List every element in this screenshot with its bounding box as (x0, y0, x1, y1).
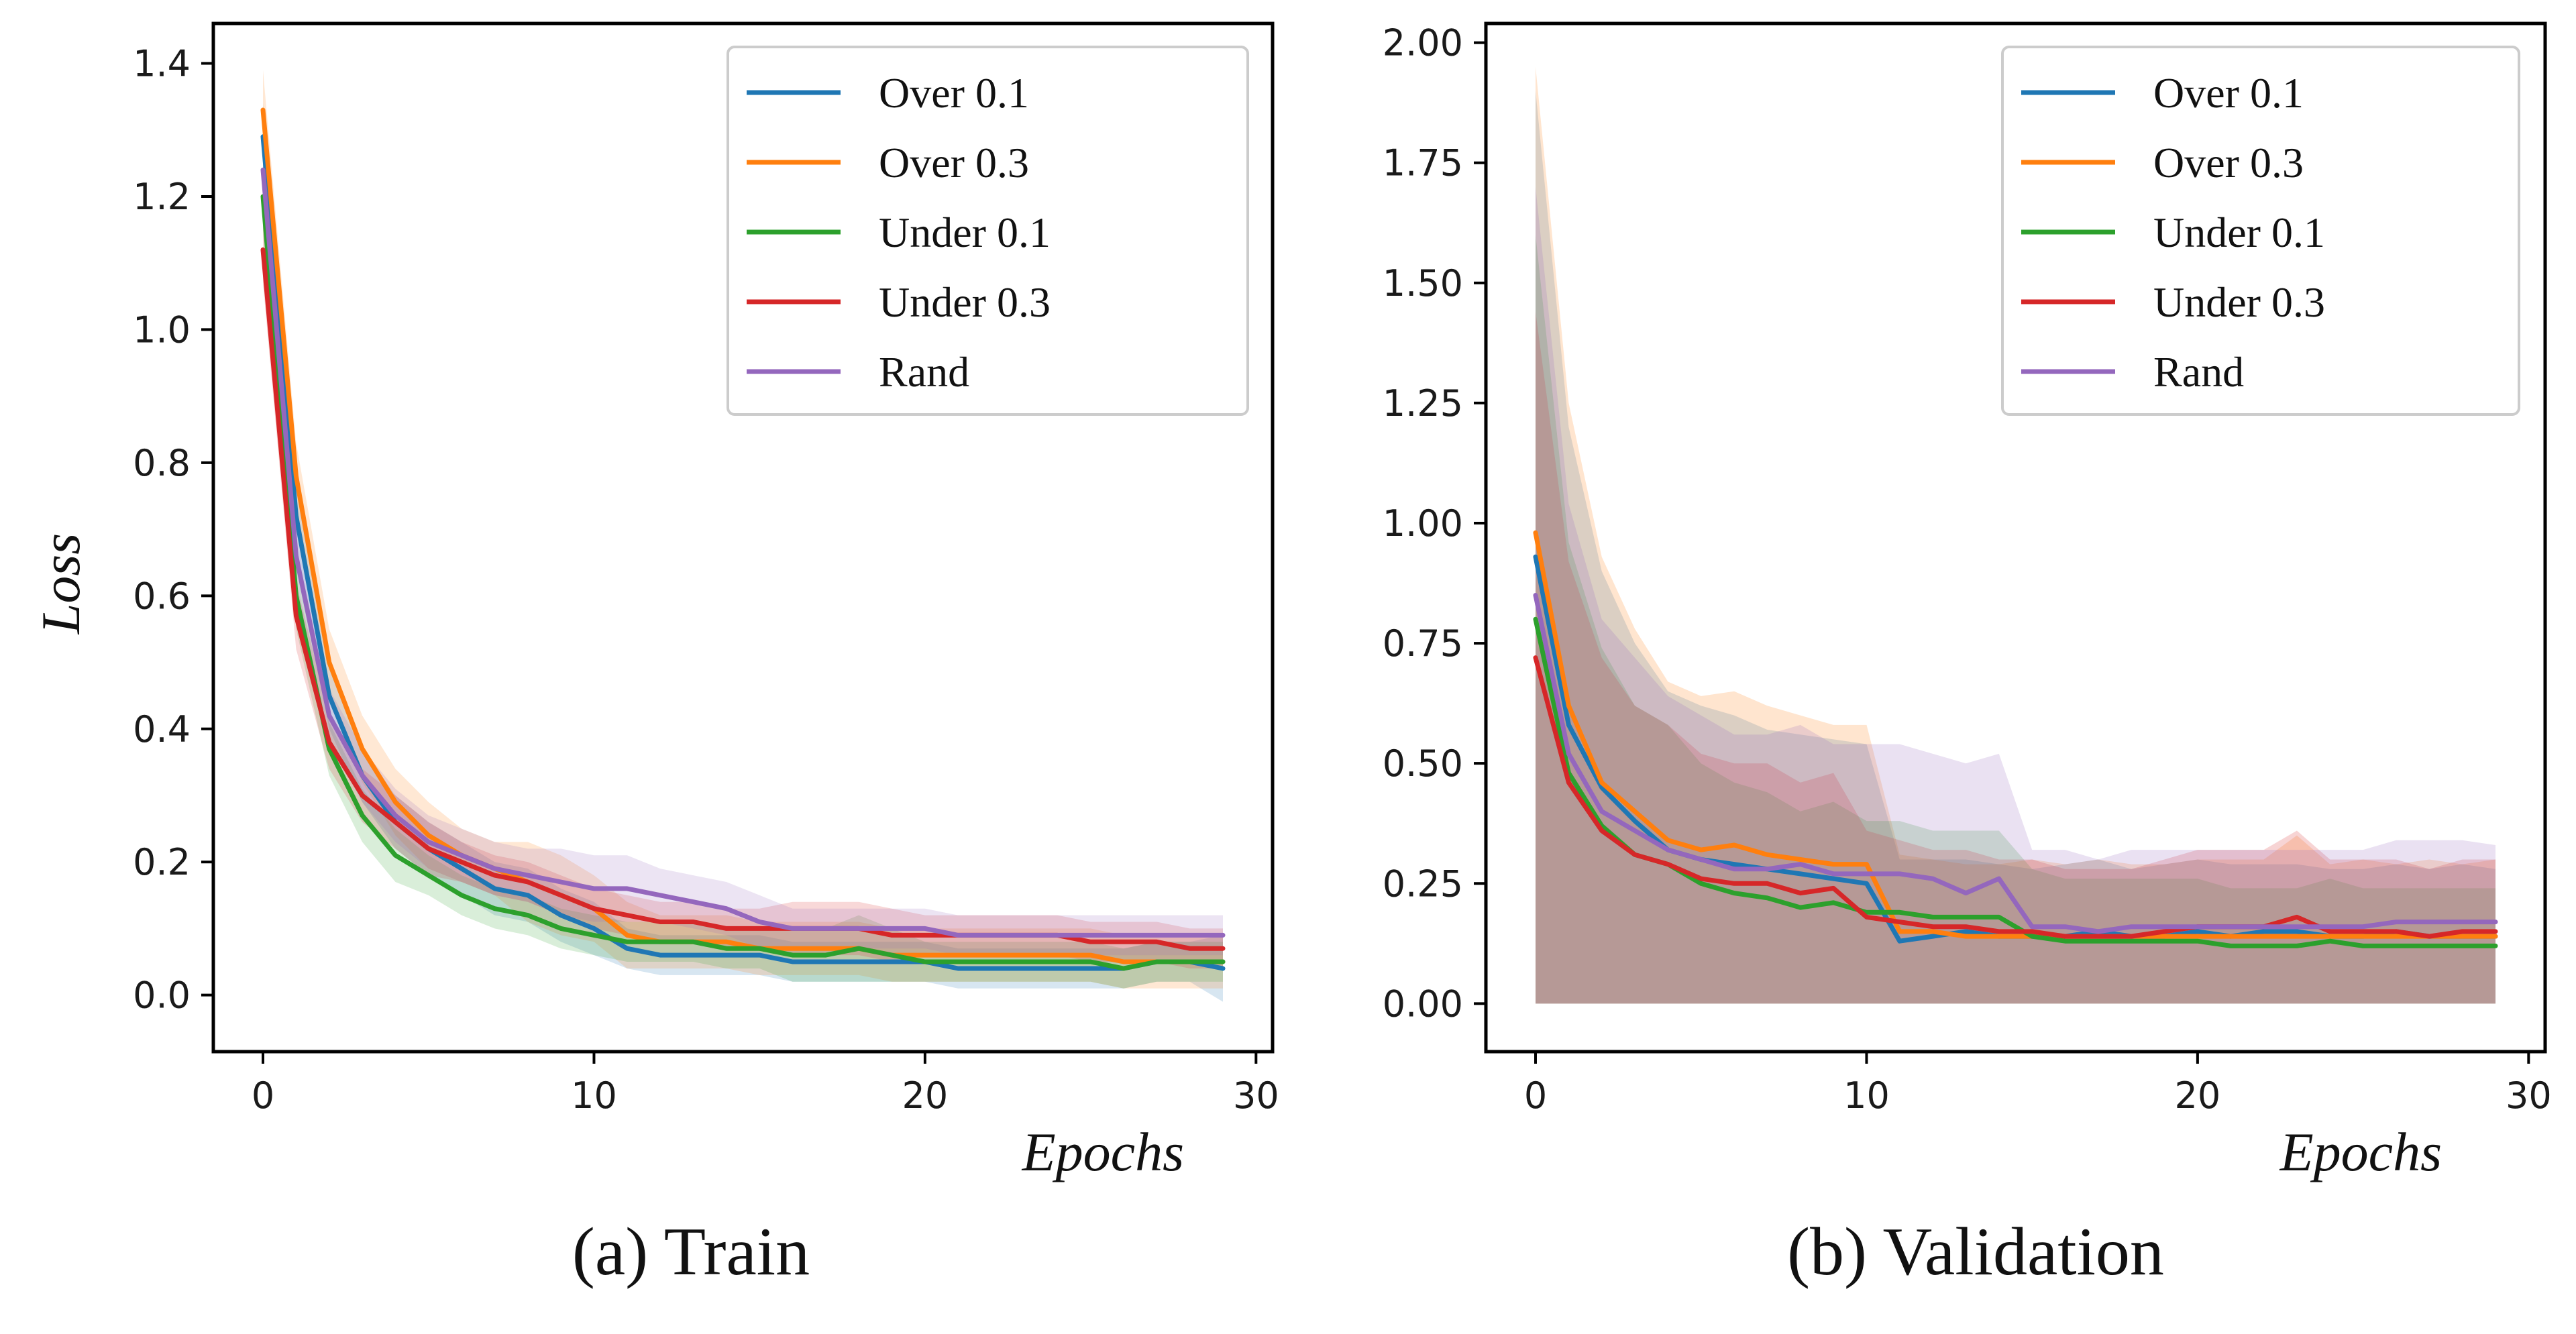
validation-y-tick-label: 0.00 (1383, 983, 1463, 1025)
validation-y-tick-label: 1.25 (1383, 382, 1463, 425)
validation-y-tick-label: 0.25 (1383, 863, 1463, 905)
validation-legend-box (2001, 46, 2520, 416)
validation-band-under-0-1 (1536, 235, 2496, 1004)
train-x-tick-label: 10 (571, 1074, 617, 1117)
train-y-axis-label: Loss (30, 533, 91, 634)
train-line-over-0-3 (260, 107, 1226, 964)
train-y-tick-label: 1.4 (133, 43, 191, 85)
validation-y-tick-label: 2.00 (1383, 22, 1463, 64)
train-y-tick-label: 1.0 (133, 309, 191, 351)
train-legend-label-under-0-3: Under 0.3 (879, 278, 1051, 326)
validation-y-tick-label: 0.75 (1383, 622, 1463, 665)
train-line-under-0-1 (260, 194, 1226, 971)
train-y-tick-label: 0.2 (133, 841, 191, 883)
train-y-tick-label: 0.4 (133, 708, 191, 751)
validation-legend-label-under-0-1: Under 0.1 (2153, 209, 2325, 256)
validation-band-over-0-3 (1536, 66, 2496, 1004)
validation-y-tick-label: 1.75 (1383, 142, 1463, 184)
validation-band-rand (1536, 186, 2496, 1004)
validation-caption: (b) Validation (1787, 1214, 2164, 1290)
train-y-tick-label: 0.6 (133, 575, 191, 617)
validation-legend: Over 0.1 Over 0.3 Under 0.1 Under 0.3 Rand (2001, 46, 2520, 416)
train-legend-label-rand: Rand (879, 348, 969, 396)
train-x-axis-label: Epochs (1022, 1121, 1184, 1182)
validation-legend-label-over-0-1: Over 0.1 (2153, 69, 2304, 117)
train-x-tick-label: 0 (252, 1074, 274, 1117)
validation-line-rand (1533, 593, 2498, 934)
validation-x-tick-label: 0 (1524, 1074, 1547, 1117)
validation-x-tick-label: 10 (1843, 1074, 1890, 1117)
train-legend-label-over-0-3: Over 0.3 (879, 139, 1029, 186)
train-panel: 0 10 20 30 0.00.20.40.60.81.01.21.4 Epochs … (30, 21, 1279, 1290)
validation-line-over-0-3 (1533, 530, 2498, 939)
train-y-tick-label: 0.8 (133, 442, 191, 484)
validation-x-tick-label: 20 (2175, 1074, 2221, 1117)
train-legend-label-under-0-1: Under 0.1 (879, 209, 1051, 256)
validation-plot-frame (1484, 21, 2547, 1054)
train-plot-frame (211, 21, 1275, 1054)
train-legend-label-over-0-1: Over 0.1 (879, 69, 1029, 117)
train-line-rand (260, 167, 1226, 938)
train-x-tick-label: 20 (902, 1074, 949, 1117)
validation-x-tick-label: 30 (2506, 1074, 2552, 1117)
validation-band-under-0-3 (1536, 311, 2496, 1004)
validation-y-tick-label: 1.50 (1383, 262, 1463, 304)
validation-lines (1533, 530, 2498, 948)
validation-y-tick-label: 0.50 (1383, 742, 1463, 785)
train-y-tick-label: 0.0 (133, 975, 191, 1017)
train-y-tick-label: 1.2 (133, 176, 191, 218)
train-legend: Over 0.1 Over 0.3 Under 0.1 Under 0.3 Rand (727, 46, 1249, 416)
validation-legend-label-rand: Rand (2153, 348, 2244, 396)
train-caption: (a) Train (572, 1214, 810, 1290)
train-x-axis: 0 10 20 30 (252, 1052, 1279, 1117)
train-y-axis: 0.0 0.2 0.4 0.6 0.8 1.0 1.2 1.4 (133, 43, 213, 1017)
validation-bands (1536, 66, 2496, 1004)
validation-line-under-0-1 (1533, 616, 2498, 948)
validation-x-axis-label: Epochs (2279, 1121, 2442, 1182)
validation-legend-label-under-0-3: Under 0.3 (2153, 278, 2325, 326)
validation-panel: 0 10 20 30 0.00 0.25 0.50 0.75 1.00 1.25 1.50 1.75… (1383, 21, 2552, 1290)
train-legend-box (727, 46, 1249, 416)
train-x-tick-label: 30 (1233, 1074, 1279, 1117)
validation-legend-label-over-0-3: Over 0.3 (2153, 139, 2304, 186)
validation-band-over-0-1 (1536, 91, 2496, 1004)
validation-x-axis: 0 10 20 30 (1524, 1052, 2552, 1117)
validation-y-tick-label: 1.00 (1383, 502, 1463, 545)
validation-line-under-0-3 (1533, 655, 2498, 939)
validation-y-axis: 0.00 0.25 0.50 0.75 1.00 1.25 1.50 1.75 2.00 (1383, 22, 1486, 1025)
train-lines (260, 107, 1226, 971)
